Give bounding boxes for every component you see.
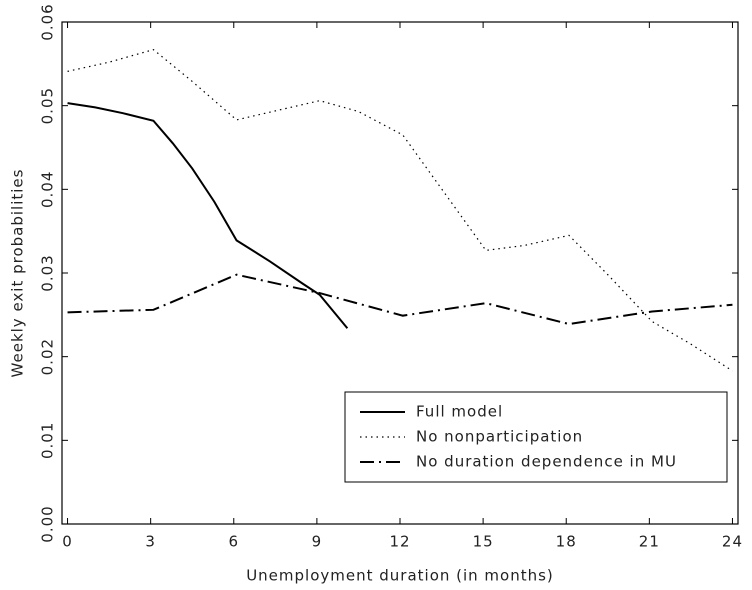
- x-tick-label: 0: [62, 533, 73, 551]
- y-tick-label: 0.03: [39, 254, 57, 291]
- y-tick-label: 0.01: [39, 422, 57, 459]
- y-axis-label: Weekly exit probabilities: [9, 169, 27, 378]
- x-tick-label: 6: [228, 533, 239, 551]
- y-tick-label: 0.06: [39, 3, 57, 40]
- x-tick-label: 3: [145, 533, 156, 551]
- x-tick-label: 21: [639, 533, 660, 551]
- x-tick-label: 18: [556, 533, 577, 551]
- series-line: [67, 273, 733, 326]
- y-tick-label: 0.02: [39, 338, 57, 375]
- y-tick-label: 0.04: [39, 171, 57, 208]
- series-line: [67, 102, 349, 329]
- legend-label: Full model: [416, 403, 503, 421]
- y-tick-label: 0.05: [39, 87, 57, 124]
- legend-label: No nonparticipation: [416, 428, 583, 446]
- y-tick-label: 0.00: [39, 505, 57, 542]
- legend-label: No duration dependence in MU: [416, 453, 677, 471]
- x-tick-label: 24: [722, 533, 743, 551]
- x-tick-label: 15: [473, 533, 494, 551]
- x-tick-label: 12: [389, 533, 410, 551]
- legend-box: [344, 391, 728, 483]
- x-tick-label: 9: [312, 533, 323, 551]
- series-line: [67, 48, 733, 372]
- x-axis-label: Unemployment duration (in months): [246, 567, 554, 585]
